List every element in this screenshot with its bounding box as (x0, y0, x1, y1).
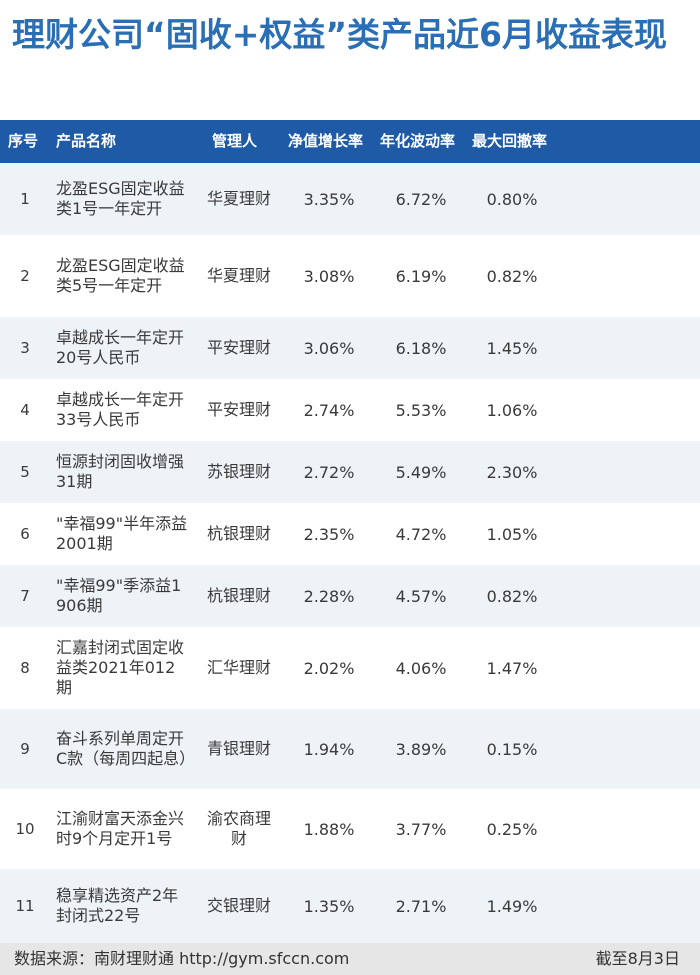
volatility: 5.49% (395, 462, 447, 482)
manager: 渝农商理财 (206, 809, 271, 848)
row-number: 2 (20, 267, 30, 285)
max-drawdown: 0.82% (486, 266, 538, 286)
product-name: "幸福99"半年添益2001期 (56, 514, 188, 553)
table-row: 4 卓越成长一年定开33号人民币 平安理财 2.74% 5.53% 1.06% (0, 379, 700, 441)
product-name: 龙盈ESG固定收益类1号一年定开 (56, 179, 185, 218)
as-of-date: 截至8月3日 (595, 949, 680, 968)
product-name: 稳享精选资产2年封闭式22号 (56, 886, 179, 925)
row-number: 9 (20, 740, 30, 758)
data-source: 数据来源：南财理财通 http://gym.sfccn.com (14, 949, 350, 968)
header-max-drawdown: 最大回撤率 (472, 132, 548, 150)
row-number: 6 (20, 525, 30, 543)
max-drawdown: 0.82% (486, 586, 538, 606)
table-header: 序号 产品名称 管理人 净值增长率 年化波动率 最大回撤率 (0, 120, 700, 163)
max-drawdown: 1.47% (486, 658, 538, 678)
nav-growth: 3.35% (303, 189, 355, 209)
max-drawdown: 1.45% (486, 338, 538, 358)
table-row: 9 奋斗系列单周定开C款（每周四起息） 青银理财 1.94% 3.89% 0.1… (0, 709, 700, 789)
volatility: 3.77% (395, 819, 447, 839)
header-name: 产品名称 (56, 132, 117, 150)
product-name: "幸福99"季添益1906期 (56, 576, 182, 615)
product-name: 奋斗系列单周定开C款（每周四起息） (56, 729, 196, 768)
volatility: 6.72% (395, 189, 447, 209)
manager: 平安理财 (206, 338, 271, 357)
nav-growth: 2.02% (303, 658, 355, 678)
nav-growth: 1.94% (303, 739, 355, 759)
table-row: 10 江渝财富天添金兴时9个月定开1号 渝农商理财 1.88% 3.77% 0.… (0, 789, 700, 869)
max-drawdown: 1.49% (486, 896, 538, 916)
title-block: 理财公司“固收+权益”类产品近6月收益表现 (0, 0, 700, 112)
max-drawdown: 0.80% (486, 189, 538, 209)
volatility: 6.18% (395, 338, 447, 358)
manager: 平安理财 (206, 400, 271, 419)
table-row: 11 稳享精选资产2年封闭式22号 交银理财 1.35% 2.71% 1.49% (0, 869, 700, 943)
row-number: 1 (20, 190, 30, 208)
header-volatility: 年化波动率 (380, 132, 456, 150)
nav-growth: 1.35% (303, 896, 355, 916)
max-drawdown: 0.15% (486, 739, 538, 759)
nav-growth: 3.06% (303, 338, 355, 358)
product-name: 卓越成长一年定开33号人民币 (56, 390, 185, 429)
nav-growth: 3.08% (303, 266, 355, 286)
max-drawdown: 0.25% (486, 819, 538, 839)
row-number: 4 (20, 401, 30, 419)
volatility: 3.89% (395, 739, 447, 759)
nav-growth: 2.28% (303, 586, 355, 606)
page-title: 理财公司“固收+权益”类产品近6月收益表现 (12, 15, 667, 54)
row-number: 7 (20, 587, 30, 605)
nav-growth: 2.35% (303, 524, 355, 544)
nav-growth: 2.74% (303, 400, 355, 420)
header-nav-growth: 净值增长率 (288, 132, 364, 150)
manager: 华夏理财 (206, 189, 271, 208)
volatility: 5.53% (395, 400, 447, 420)
manager: 杭银理财 (206, 524, 271, 543)
row-number: 5 (20, 463, 30, 481)
product-name: 汇嘉封闭式固定收益类2021年012期 (56, 638, 185, 697)
table-row: 6 "幸福99"半年添益2001期 杭银理财 2.35% 4.72% 1.05% (0, 503, 700, 565)
product-name: 恒源封闭固收增强31期 (56, 452, 185, 491)
volatility: 4.06% (395, 658, 447, 678)
table-row: 1 龙盈ESG固定收益类1号一年定开 华夏理财 3.35% 6.72% 0.80… (0, 163, 700, 235)
manager: 交银理财 (206, 896, 271, 915)
max-drawdown: 1.06% (486, 400, 538, 420)
manager: 华夏理财 (206, 266, 271, 285)
product-name: 卓越成长一年定开20号人民币 (56, 328, 185, 367)
table-row: 7 "幸福99"季添益1906期 杭银理财 2.28% 4.57% 0.82% (0, 565, 700, 627)
nav-growth: 1.88% (303, 819, 355, 839)
row-number: 10 (15, 820, 35, 838)
volatility: 4.57% (395, 586, 447, 606)
row-number: 11 (15, 897, 35, 915)
table-row: 3 卓越成长一年定开20号人民币 平安理财 3.06% 6.18% 1.45% (0, 317, 700, 379)
manager: 苏银理财 (206, 462, 271, 481)
volatility: 4.72% (395, 524, 447, 544)
manager: 杭银理财 (206, 586, 271, 605)
nav-growth: 2.72% (303, 462, 355, 482)
row-number: 8 (20, 659, 30, 677)
max-drawdown: 1.05% (486, 524, 538, 544)
manager: 青银理财 (206, 739, 271, 758)
row-number: 3 (20, 339, 30, 357)
manager: 汇华理财 (206, 658, 271, 677)
product-name: 龙盈ESG固定收益类5号一年定开 (56, 256, 185, 295)
header-no: 序号 (8, 132, 39, 150)
product-name: 江渝财富天添金兴时9个月定开1号 (56, 809, 185, 848)
table-row: 5 恒源封闭固收增强31期 苏银理财 2.72% 5.49% 2.30% (0, 441, 700, 503)
header-manager: 管理人 (212, 132, 258, 150)
volatility: 2.71% (395, 896, 447, 916)
footer: 数据来源：南财理财通 http://gym.sfccn.com 截至8月3日 (0, 943, 700, 975)
volatility: 6.19% (395, 266, 447, 286)
table-row: 8 汇嘉封闭式固定收益类2021年012期 汇华理财 2.02% 4.06% 1… (0, 627, 700, 709)
table-row: 2 龙盈ESG固定收益类5号一年定开 华夏理财 3.08% 6.19% 0.82… (0, 235, 700, 317)
max-drawdown: 2.30% (486, 462, 538, 482)
